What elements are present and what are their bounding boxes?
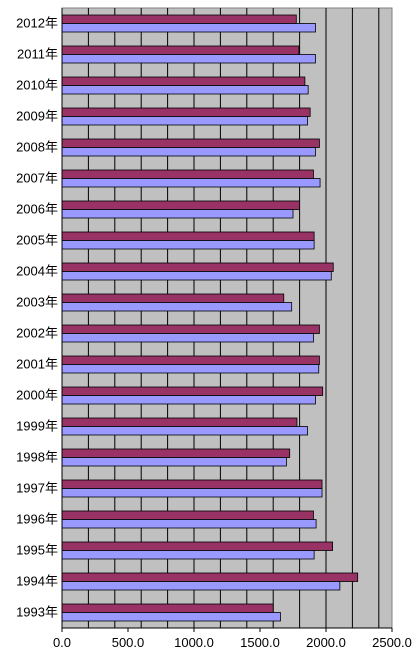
bar-1 xyxy=(61,138,320,148)
bar-2 xyxy=(61,54,316,64)
x-tick-label: 2500.0 xyxy=(372,635,412,650)
bar-2 xyxy=(61,333,314,343)
category-label: 2000年 xyxy=(16,388,58,403)
x-tick-label: 2000.0 xyxy=(306,635,346,650)
bar-2 xyxy=(61,550,315,560)
bar-1 xyxy=(61,448,291,458)
bar-2 xyxy=(61,302,293,312)
bar-2 xyxy=(61,488,323,498)
category-label: 1999年 xyxy=(16,419,58,434)
bar-2 xyxy=(61,395,316,405)
category-label: 1995年 xyxy=(16,543,58,558)
bar-1 xyxy=(61,14,297,24)
bar-2 xyxy=(61,271,332,281)
x-tick-label: 0.0 xyxy=(53,635,71,650)
bar-2 xyxy=(61,457,287,467)
bar-2 xyxy=(61,209,294,219)
bar-1 xyxy=(61,355,320,365)
bar-1 xyxy=(61,200,301,210)
bar-1 xyxy=(61,386,324,396)
bar-2 xyxy=(61,147,316,157)
category-label: 1997年 xyxy=(16,481,58,496)
bar-1 xyxy=(61,324,320,334)
x-tick-label: 1000.0 xyxy=(174,635,214,650)
bar-2 xyxy=(61,364,320,374)
category-label: 1993年 xyxy=(16,605,58,620)
category-label: 1998年 xyxy=(16,450,58,465)
x-tick-label: 1500.0 xyxy=(240,635,280,650)
x-axis-ticks: 0.0 500.0 1000.0 1500.0 2000.0 2500.0 xyxy=(53,628,412,650)
category-label: 2004年 xyxy=(16,264,58,279)
category-label: 2003年 xyxy=(16,295,58,310)
bar-2 xyxy=(61,612,281,622)
bar-1 xyxy=(61,76,306,86)
bar-2 xyxy=(61,240,315,250)
bar-1 xyxy=(61,541,334,551)
category-label: 1994年 xyxy=(16,574,58,589)
x-tick-label: 500.0 xyxy=(112,635,145,650)
bar-1 xyxy=(61,107,311,117)
bar-1 xyxy=(61,417,298,427)
category-label: 2012年 xyxy=(16,16,58,31)
bar-1 xyxy=(61,45,300,55)
category-label: 2011年 xyxy=(17,47,58,62)
bar-2 xyxy=(61,23,316,33)
plot-area xyxy=(61,7,393,629)
bar-2 xyxy=(61,85,309,95)
bar-2 xyxy=(61,116,308,126)
bar-1 xyxy=(61,262,334,272)
bar-1 xyxy=(61,479,323,489)
category-label: 2001年 xyxy=(16,357,58,372)
bar-1 xyxy=(61,510,314,520)
bar-2 xyxy=(61,519,317,529)
bar-1 xyxy=(61,169,314,179)
category-label: 2010年 xyxy=(16,78,58,93)
bar-1 xyxy=(61,231,315,241)
category-label: 2005年 xyxy=(16,233,58,248)
category-label: 2006年 xyxy=(16,202,58,217)
bar-1 xyxy=(61,572,359,582)
bar-1 xyxy=(61,603,274,613)
category-label: 2007年 xyxy=(16,171,58,186)
bar-2 xyxy=(61,426,308,436)
category-label: 1996年 xyxy=(16,512,58,527)
bar-1 xyxy=(61,293,285,303)
category-label: 2009年 xyxy=(16,109,58,124)
category-labels: 2012年 2011年 2010年 2009年 2008年 2007年 2006年 2005年… xyxy=(16,16,58,620)
category-label: 2008年 xyxy=(16,140,58,155)
bar-2 xyxy=(61,581,341,591)
bar-2 xyxy=(61,178,321,188)
category-label: 2002年 xyxy=(16,326,58,341)
